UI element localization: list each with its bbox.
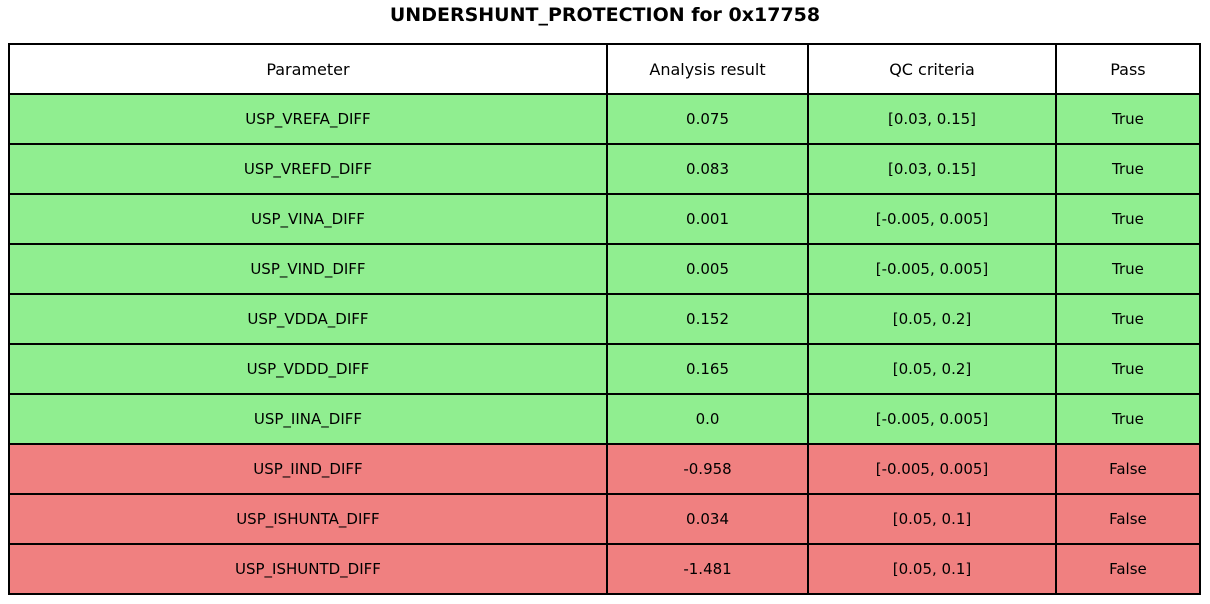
cell-analysis-result: 0.075: [605, 93, 810, 145]
page-title: UNDERSHUNT_PROTECTION for 0x17758: [389, 4, 821, 26]
cell-qc-criteria: [-0.005, 0.005]: [807, 243, 1057, 295]
cell-qc-criteria: [0.05, 0.1]: [807, 543, 1057, 595]
table-row: USP_ISHUNTA_DIFF 0.034 [0.05, 0.1] False: [8, 493, 1202, 545]
cell-analysis-result: 0.0: [605, 393, 810, 445]
cell-pass: True: [1054, 93, 1202, 145]
qc-results-table: Parameter Analysis result QC criteria Pa…: [8, 43, 1202, 595]
cell-pass: True: [1054, 343, 1202, 395]
column-header-qc-criteria: QC criteria: [807, 43, 1057, 95]
table-row: USP_IINA_DIFF 0.0 [-0.005, 0.005] True: [8, 393, 1202, 445]
table-row: USP_VDDA_DIFF 0.152 [0.05, 0.2] True: [8, 293, 1202, 345]
cell-analysis-result: 0.034: [605, 493, 810, 545]
cell-pass: True: [1054, 143, 1202, 195]
cell-qc-criteria: [-0.005, 0.005]: [807, 193, 1057, 245]
table-row: USP_VINA_DIFF 0.001 [-0.005, 0.005] True: [8, 193, 1202, 245]
cell-pass: False: [1054, 493, 1202, 545]
cell-pass: False: [1054, 543, 1202, 595]
table-row: USP_VDDD_DIFF 0.165 [0.05, 0.2] True: [8, 343, 1202, 395]
cell-analysis-result: 0.005: [605, 243, 810, 295]
cell-analysis-result: 0.001: [605, 193, 810, 245]
table-row: USP_VREFA_DIFF 0.075 [0.03, 0.15] True: [8, 93, 1202, 145]
cell-analysis-result: 0.152: [605, 293, 810, 345]
column-header-pass: Pass: [1054, 43, 1202, 95]
cell-qc-criteria: [-0.005, 0.005]: [807, 443, 1057, 495]
cell-analysis-result: -1.481: [605, 543, 810, 595]
cell-analysis-result: 0.165: [605, 343, 810, 395]
table-row: USP_VIND_DIFF 0.005 [-0.005, 0.005] True: [8, 243, 1202, 295]
cell-parameter: USP_VIND_DIFF: [8, 243, 608, 295]
cell-pass: True: [1054, 193, 1202, 245]
cell-qc-criteria: [0.05, 0.1]: [807, 493, 1057, 545]
cell-pass: True: [1054, 293, 1202, 345]
cell-parameter: USP_IIND_DIFF: [8, 443, 608, 495]
cell-qc-criteria: [0.03, 0.15]: [807, 143, 1057, 195]
cell-parameter: USP_VDDA_DIFF: [8, 293, 608, 345]
cell-parameter: USP_VREFD_DIFF: [8, 143, 608, 195]
cell-qc-criteria: [0.05, 0.2]: [807, 293, 1057, 345]
cell-analysis-result: 0.083: [605, 143, 810, 195]
cell-qc-criteria: [-0.005, 0.005]: [807, 393, 1057, 445]
header-row: Parameter Analysis result QC criteria Pa…: [8, 43, 1202, 95]
column-header-parameter: Parameter: [8, 43, 608, 95]
column-header-analysis-result: Analysis result: [605, 43, 810, 95]
table-row: USP_IIND_DIFF -0.958 [-0.005, 0.005] False: [8, 443, 1202, 495]
cell-qc-criteria: [0.05, 0.2]: [807, 343, 1057, 395]
cell-analysis-result: -0.958: [605, 443, 810, 495]
table-row: USP_VREFD_DIFF 0.083 [0.03, 0.15] True: [8, 143, 1202, 195]
cell-pass: True: [1054, 243, 1202, 295]
table-body: USP_VREFA_DIFF 0.075 [0.03, 0.15] True USP_V…: [8, 93, 1202, 595]
cell-parameter: USP_IINA_DIFF: [8, 393, 608, 445]
cell-pass: False: [1054, 443, 1202, 495]
cell-parameter: USP_VREFA_DIFF: [8, 93, 608, 145]
cell-qc-criteria: [0.03, 0.15]: [807, 93, 1057, 145]
cell-parameter: USP_ISHUNTA_DIFF: [8, 493, 608, 545]
cell-parameter: USP_VINA_DIFF: [8, 193, 608, 245]
cell-parameter: USP_ISHUNTD_DIFF: [8, 543, 608, 595]
table-row: USP_ISHUNTD_DIFF -1.481 [0.05, 0.1] False: [8, 543, 1202, 595]
cell-pass: True: [1054, 393, 1202, 445]
cell-parameter: USP_VDDD_DIFF: [8, 343, 608, 395]
